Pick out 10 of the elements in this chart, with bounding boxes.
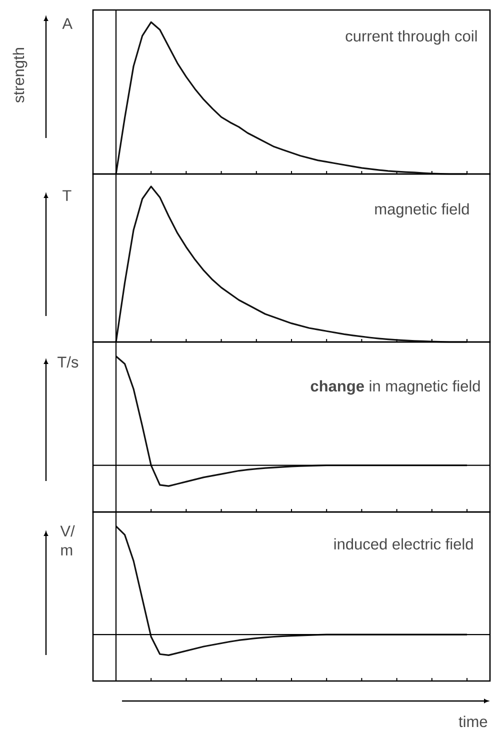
y-axis-title: T/s <box>58 356 78 368</box>
text: change in magnetic field <box>310 380 480 395</box>
text: strength <box>12 48 28 103</box>
y-axis-title: A <box>62 18 73 29</box>
text: magnetic field <box>375 203 469 218</box>
x-axis-title: time <box>458 716 488 728</box>
y-axis-title: T <box>62 190 72 201</box>
y-axis-title: V/ m <box>60 525 75 556</box>
chart-title: current through coil <box>346 30 477 45</box>
text: induced electric field <box>334 538 473 550</box>
